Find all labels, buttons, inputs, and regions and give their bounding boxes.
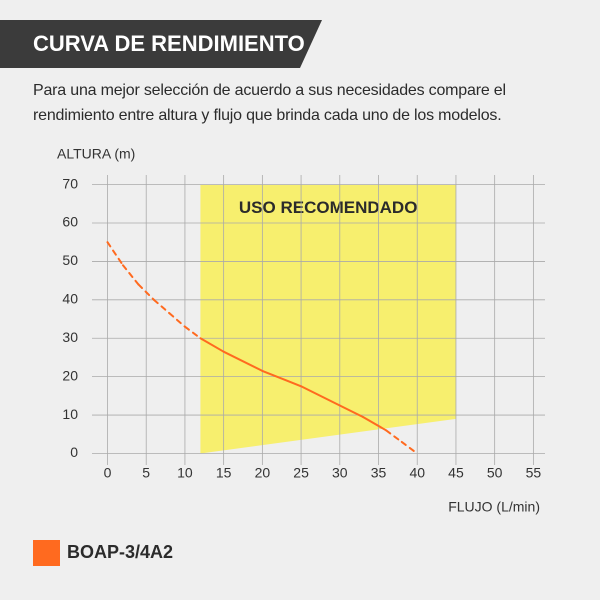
curve-segment xyxy=(400,440,419,455)
curve-segment xyxy=(261,369,303,388)
legend-label: BOAP-3/4A2 xyxy=(67,542,173,562)
curve-segment xyxy=(199,337,225,353)
x-tick-label: 15 xyxy=(216,465,232,481)
x-tick-label: 5 xyxy=(142,465,150,481)
zone-label: USO RECOMENDADO xyxy=(239,198,418,217)
zone-layer: USO RECOMENDADO xyxy=(200,184,456,454)
y-tick-label: 70 xyxy=(62,175,78,191)
curve-segment xyxy=(338,404,365,418)
recommended-zone xyxy=(200,184,456,454)
x-tick-label: 20 xyxy=(255,465,271,481)
curve-segment xyxy=(152,298,171,315)
grid-layer: 0 10 20 30 40 50 60 70 0 5 10 15 20 25 30 35 40 45 50 55 xyxy=(62,175,545,481)
legend-swatch xyxy=(33,540,60,566)
mark-layer xyxy=(106,241,419,455)
curve-segment xyxy=(183,325,202,340)
x-tick-label: 0 xyxy=(104,465,112,481)
y-tick-label: 0 xyxy=(70,444,78,460)
x-tick-label: 50 xyxy=(487,465,503,481)
y-tick-label: 30 xyxy=(62,329,78,345)
chart-title: CURVA DE RENDIMIENTO xyxy=(33,31,305,56)
x-tick-label: 10 xyxy=(177,465,193,481)
y-tick-label: 20 xyxy=(62,367,78,383)
curve-segment xyxy=(362,415,388,432)
y-axis-label: ALTURA (m) xyxy=(57,146,135,162)
title-banner xyxy=(0,20,322,68)
x-tick-label: 35 xyxy=(371,465,387,481)
curve-segment xyxy=(222,350,264,372)
curve-segment xyxy=(300,385,341,407)
y-tick-label: 40 xyxy=(62,291,78,307)
description: Para una mejor selección de acuerdo a su… xyxy=(33,82,506,124)
y-tick-label: 10 xyxy=(62,406,78,422)
x-tick-label: 45 xyxy=(448,465,464,481)
curve-segment xyxy=(121,264,140,286)
curve-segment xyxy=(385,429,403,443)
y-tick-label: 60 xyxy=(62,214,78,230)
curve-segment xyxy=(137,283,155,301)
curve-segment xyxy=(106,241,124,267)
x-axis-label: FLUJO (L/min) xyxy=(448,499,540,515)
y-tick-label: 50 xyxy=(62,252,78,268)
x-tick-label: 30 xyxy=(332,465,348,481)
x-tick-label: 55 xyxy=(526,465,542,481)
x-tick-label: 25 xyxy=(293,465,309,481)
curve-segment xyxy=(168,312,186,328)
x-tick-label: 40 xyxy=(409,465,425,481)
